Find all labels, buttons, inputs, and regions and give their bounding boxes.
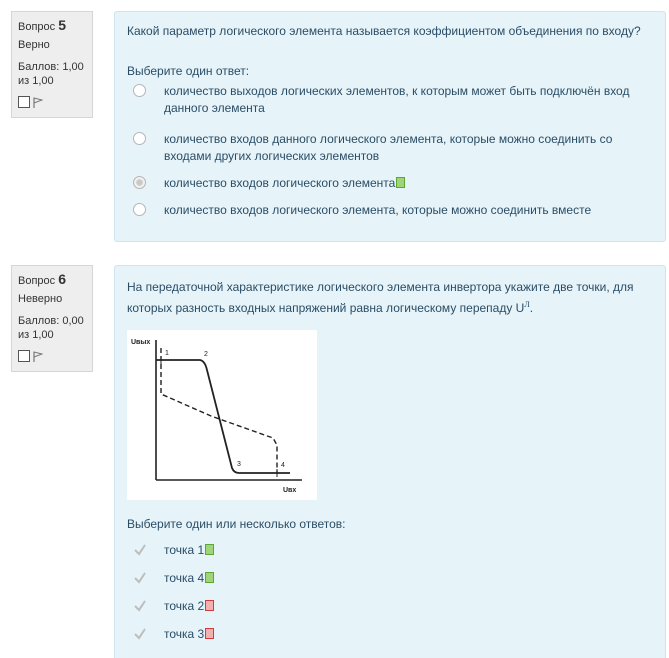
question-6-info: Вопрос 6 Неверно Баллов: 0,00 из 1,00 [11,265,93,372]
checkbox-checked-icon[interactable] [133,599,147,613]
flag-icon[interactable] [33,97,43,109]
flag-checkbox[interactable] [18,96,30,108]
question-5-formulation: Какой параметр логического элемента назы… [114,11,666,242]
point-label-3: 3 [237,461,241,468]
option-label: точка 3 [164,626,654,643]
correct-mark-icon [205,544,215,555]
checkbox-checked-icon[interactable] [133,543,147,557]
flag-icon[interactable] [33,351,43,363]
question-text: На передаточной характеристике логическо… [127,280,634,315]
option-label: точка 2 [164,598,654,615]
answer-prompt: Выберите один или несколько ответов: [127,517,346,531]
question-state: Неверно [18,293,63,305]
answer-option[interactable]: количество входов данного логического эл… [127,132,647,168]
answer-option[interactable]: точка 1 [127,543,647,563]
question-6-formulation: На передаточной характеристике логическо… [114,265,666,658]
correct-mark-icon [205,572,215,583]
transfer-characteristic-graph: Uвых Uвх 1 2 3 4 [127,330,317,500]
answer-option[interactable]: точка 2 [127,599,647,619]
point-label-1: 1 [165,350,169,357]
option-label: количество входов данного логического эл… [164,132,613,163]
question-text: Какой параметр логического элемента назы… [127,24,641,38]
flag-question[interactable] [18,350,92,366]
question-5-info: Вопрос 5 Верно Баллов: 1,00 из 1,00 [11,11,93,118]
x-axis-label: Uвх [283,487,296,494]
option-label: количество входов логического элемента [164,175,654,192]
question-state: Верно [18,39,50,51]
answer-prompt: Выберите один ответ: [127,64,250,78]
option-label: количество входов логического элемента, … [164,203,592,217]
answer-option[interactable]: количество входов логического элемента [127,176,647,196]
option-label: количество выходов логических элементов,… [164,84,630,115]
point-label-2: 2 [204,351,208,358]
correct-mark-icon [396,177,406,188]
radio-button[interactable] [133,203,146,216]
question-grade: Баллов: 0,00 из 1,00 [18,315,84,341]
option-label: точка 1 [164,542,654,559]
radio-button[interactable] [133,84,146,97]
dashed-curve [160,348,278,473]
radio-button-selected[interactable] [133,176,146,189]
point-label-4: 4 [281,462,285,469]
question-number: Вопрос 5 [18,17,67,33]
answer-option[interactable]: точка 4 [127,571,647,591]
solid-curve [156,359,290,474]
answer-option[interactable]: количество входов логического элемента, … [127,203,647,223]
checkbox-checked-icon[interactable] [133,571,147,585]
radio-button[interactable] [133,132,146,145]
incorrect-mark-icon [205,628,215,639]
answer-option[interactable]: количество выходов логических элементов,… [127,84,647,120]
question-grade: Баллов: 1,00 из 1,00 [18,61,84,87]
option-label: точка 4 [164,570,654,587]
flag-checkbox[interactable] [18,350,30,362]
question-number: Вопрос 6 [18,271,67,287]
checkbox-checked-icon[interactable] [133,627,147,641]
incorrect-mark-icon [205,600,215,611]
answer-option[interactable]: точка 3 [127,627,647,647]
y-axis-label: Uвых [131,339,150,346]
flag-question[interactable] [18,96,92,112]
